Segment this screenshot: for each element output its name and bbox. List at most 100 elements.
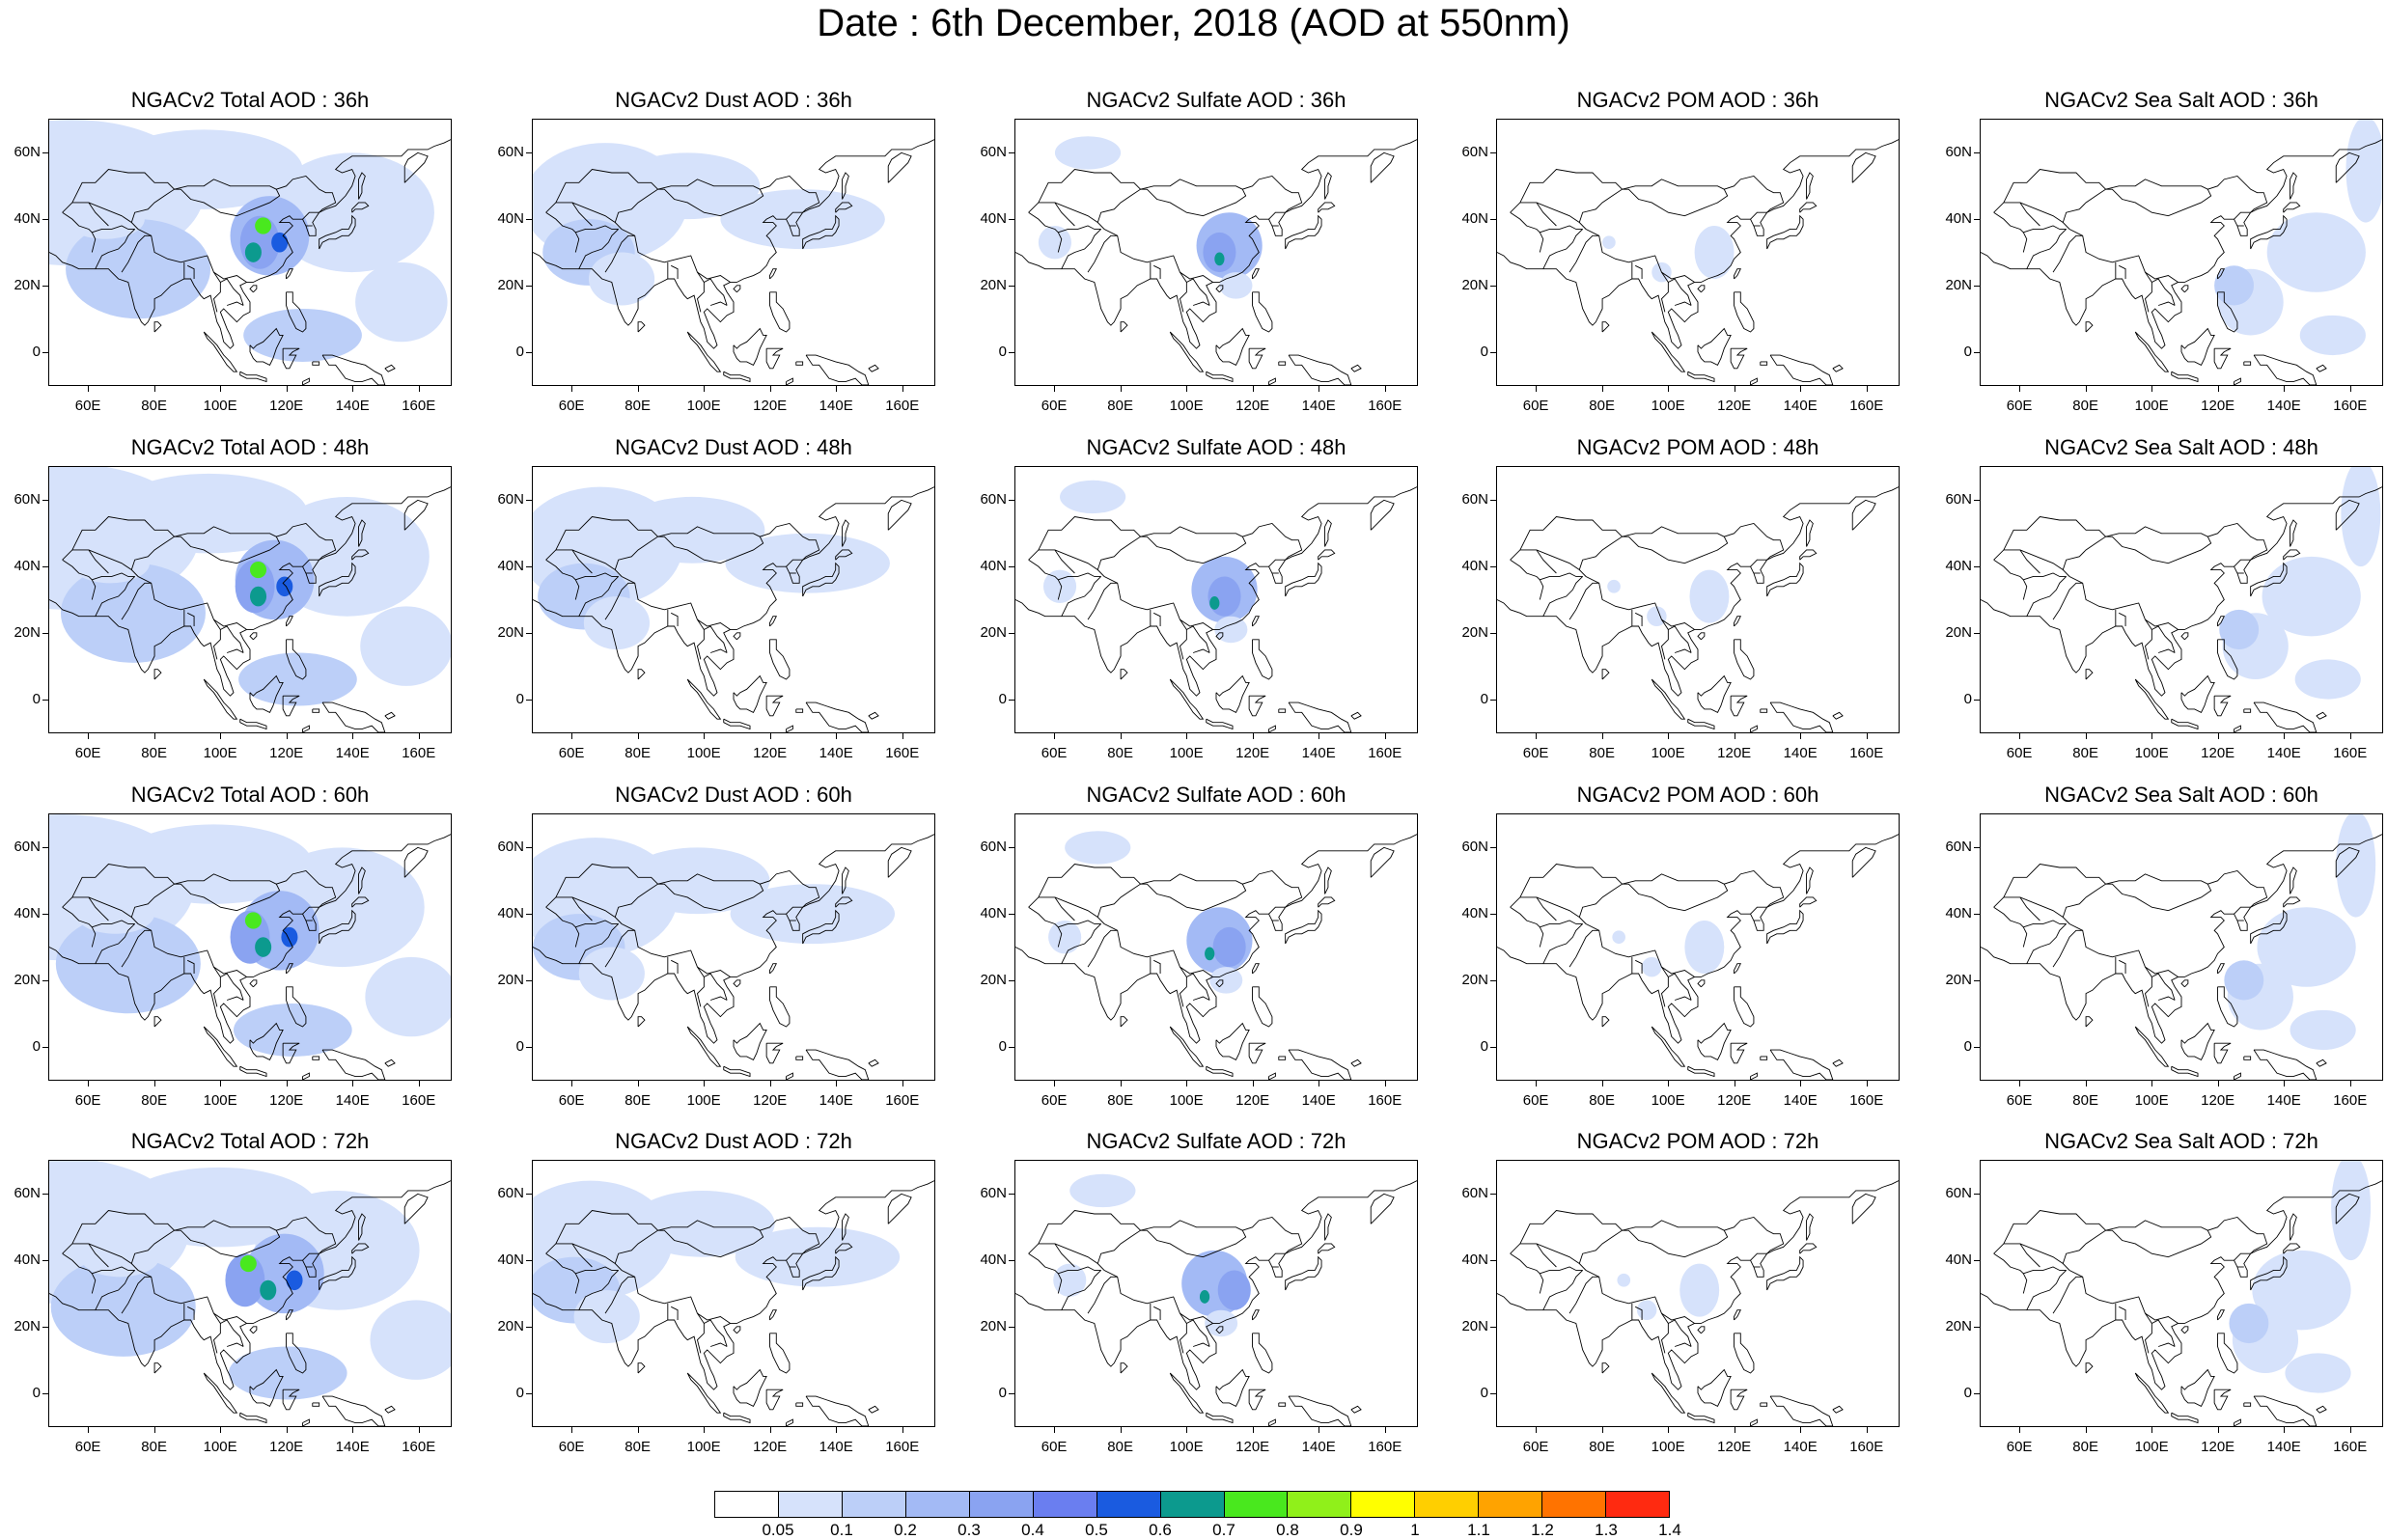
coastline	[1206, 718, 1234, 730]
lat-tick-label: 0	[1963, 1038, 1972, 1056]
coastline	[769, 1309, 778, 1321]
lon-tick-label: 100E	[2134, 745, 2169, 761]
coastline	[312, 1056, 320, 1060]
coastline	[2234, 1418, 2241, 1426]
coastline	[1851, 151, 1876, 183]
lat-tick-label: 20N	[14, 972, 41, 989]
coastline	[2026, 576, 2067, 617]
lon-tick	[2019, 1427, 2021, 1433]
lat-tick	[1490, 565, 1496, 567]
aod-map-sulfate	[1014, 119, 1418, 386]
lat-tick	[1974, 700, 1980, 701]
coastline	[2023, 225, 2067, 234]
coastline	[1510, 549, 1695, 630]
aod-map-total	[48, 1160, 452, 1427]
lat-tick-label: 40N	[14, 904, 41, 921]
coastline	[555, 169, 658, 204]
panel-title: NGACv2 Total AOD : 36h	[130, 88, 370, 112]
lat-tick	[1490, 1327, 1496, 1329]
coastline	[805, 1395, 870, 1426]
coastline	[1318, 202, 1336, 213]
aod-field	[239, 1254, 257, 1273]
aod-field	[720, 189, 885, 250]
lat-tick-label: 40N	[497, 1251, 524, 1268]
coastline	[2316, 1405, 2327, 1414]
lon-tick	[2151, 1081, 2153, 1086]
coastline	[1087, 1276, 1118, 1314]
coastline	[1542, 923, 1583, 964]
coastline	[1288, 354, 1352, 385]
coastline	[1981, 834, 2382, 1044]
coastline	[249, 1368, 284, 1407]
coastline	[62, 1243, 247, 1324]
lat-tick-label: 20N	[980, 277, 1007, 294]
coastline	[657, 526, 761, 537]
coastline	[709, 996, 728, 1001]
aod-field	[1038, 226, 1071, 260]
coastline	[1192, 648, 1210, 653]
lon-tick-label: 80E	[2072, 398, 2098, 414]
coastline	[1769, 701, 1834, 732]
coastline	[1087, 929, 1118, 968]
lon-tick	[1318, 1081, 1320, 1086]
aod-field	[255, 217, 272, 234]
lon-tick	[1536, 386, 1538, 392]
coastline	[2026, 923, 2067, 964]
lon-tick-label: 160E	[885, 1092, 920, 1109]
coastline	[91, 232, 97, 253]
coastline	[302, 906, 319, 915]
coastline	[121, 582, 152, 620]
lon-tick	[286, 386, 288, 392]
coastline	[1215, 1326, 1224, 1334]
coastline	[121, 1276, 152, 1314]
coastline	[2119, 959, 2126, 974]
coastline	[2085, 1362, 2094, 1374]
coastline	[2250, 562, 2288, 597]
lon-tick-label: 60E	[558, 1439, 585, 1455]
colorbar-label: 1.2	[1531, 1521, 1554, 1539]
coastline	[545, 202, 731, 283]
coastline	[49, 1180, 451, 1390]
coastline	[2217, 1333, 2238, 1374]
coastline	[604, 234, 635, 273]
aod-field	[583, 596, 651, 650]
aod-field	[370, 1300, 451, 1380]
coastline	[2026, 229, 2067, 269]
lon-tick	[286, 1427, 288, 1433]
coastline	[1215, 327, 1250, 366]
aod-field	[243, 308, 362, 362]
coastline	[1324, 172, 1332, 200]
lon-tick-label: 80E	[625, 745, 651, 761]
coastline	[286, 291, 307, 333]
coastline	[545, 1252, 576, 1275]
coastline	[2119, 264, 2126, 279]
coastline	[1268, 211, 1286, 220]
coastline	[555, 516, 658, 551]
coastline	[1215, 674, 1250, 713]
coastline	[174, 1220, 277, 1231]
coastline	[1635, 1306, 1643, 1320]
coastline	[1140, 179, 1243, 190]
coastline	[765, 1042, 784, 1064]
coastline	[2290, 1213, 2297, 1241]
coastline	[1993, 906, 2024, 928]
coastline	[1252, 616, 1261, 627]
coastline	[1601, 1016, 1610, 1028]
coastline	[2144, 619, 2152, 660]
coastline	[1766, 562, 1804, 597]
coastline	[795, 1402, 804, 1407]
coastline	[2283, 1243, 2301, 1254]
coastline	[2335, 151, 2360, 183]
aod-field	[1219, 272, 1253, 299]
coastline	[1061, 923, 1101, 964]
coastline	[1510, 211, 1540, 234]
coastline	[2213, 1389, 2232, 1411]
lon-tick	[2151, 386, 2153, 392]
lon-tick-label: 160E	[2333, 1092, 2368, 1109]
lon-tick	[88, 386, 90, 392]
lon-tick	[2284, 1427, 2286, 1433]
coastline	[696, 271, 705, 313]
coastline	[571, 202, 593, 227]
coastline	[805, 1049, 870, 1080]
lon-tick-label: 120E	[753, 745, 788, 761]
